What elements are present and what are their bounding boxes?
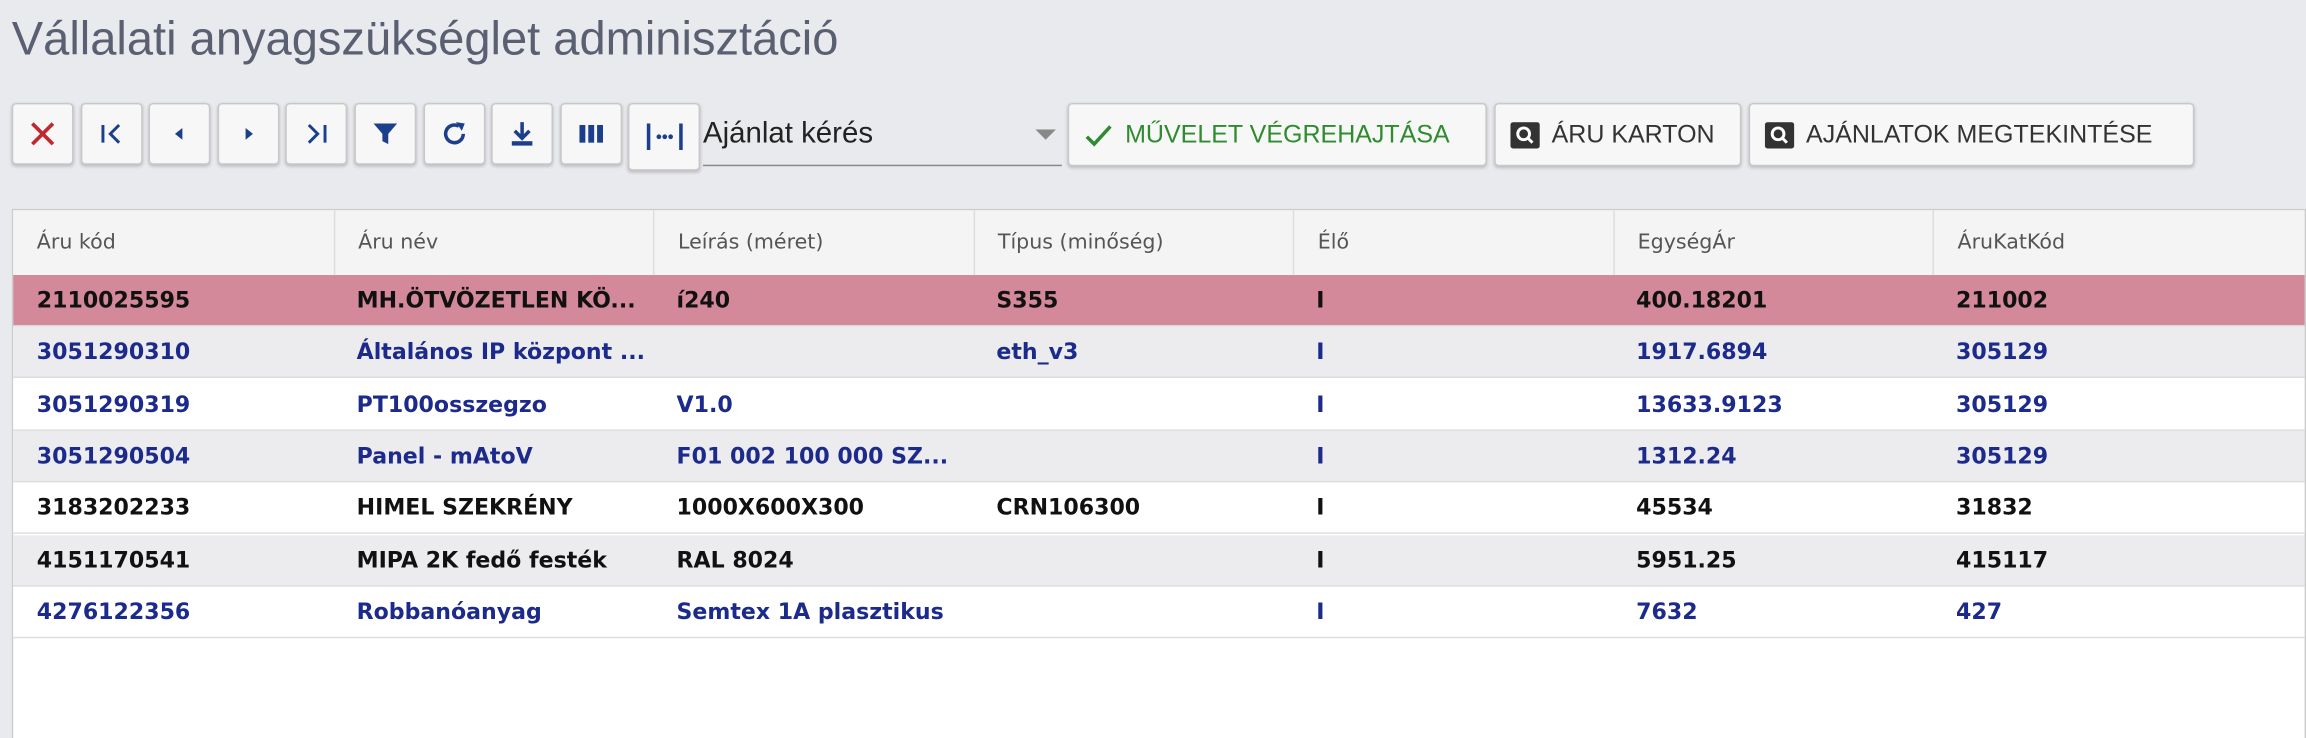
columns-button[interactable] xyxy=(560,102,623,165)
table-cell: 7632 xyxy=(1636,598,1698,625)
table-cell: I xyxy=(1316,494,1325,521)
table-cell: 427 xyxy=(1956,598,2003,625)
next-button[interactable] xyxy=(217,102,280,165)
table-cell: 13633.9123 xyxy=(1636,390,1783,418)
table-row[interactable]: 3051290310 Általános IP központ ... eth_v3… xyxy=(13,326,2305,379)
column-header[interactable]: Élő xyxy=(1292,210,1613,276)
table-cell: 305129 xyxy=(1956,338,2049,366)
table-cell: Általános IP központ ... xyxy=(356,338,645,366)
table-cell: Panel - mAtoV xyxy=(356,442,533,469)
table-cell: I xyxy=(1316,338,1325,366)
cancel-button[interactable] xyxy=(11,102,74,165)
first-button[interactable] xyxy=(80,102,143,165)
table-cell: 3051290319 xyxy=(36,390,191,418)
page-title: Vállalati anyagszükséglet adminisztáció xyxy=(11,11,839,65)
table-cell: V1.0 xyxy=(676,390,733,418)
column-header[interactable]: EgységÁr xyxy=(1612,210,1933,276)
table-cell: 2110025595 xyxy=(36,286,191,314)
column-header[interactable]: Áru kód xyxy=(36,230,116,255)
table-row[interactable]: 4276122356 Robbanóanyag Semtex 1A plasztik… xyxy=(13,586,2305,638)
table-cell: 3183202233 xyxy=(36,494,191,521)
table-cell: I xyxy=(1316,546,1325,573)
column-header[interactable]: Leírás (méret) xyxy=(652,210,973,276)
table-cell: eth_v3 xyxy=(996,338,1079,366)
column-header[interactable]: Típus (minőség) xyxy=(972,210,1293,276)
table-cell: S355 xyxy=(996,286,1059,314)
action-button[interactable]: MŰVELET VÉGREHAJTÁSA xyxy=(1067,102,1487,167)
action-dropdown[interactable]: Ajánlat kérés xyxy=(702,106,1062,167)
table-cell: 45534 xyxy=(1636,494,1713,521)
table-cell: 1312.24 xyxy=(1636,442,1737,469)
table-cell: I xyxy=(1316,286,1325,314)
table-cell: 211002 xyxy=(1956,286,2049,314)
data-table: Áru kód Áru név Leírás (méret) Típus (minős… xyxy=(11,208,2306,738)
table-cell: PT100osszegzo xyxy=(356,390,547,418)
table-cell: MH.ÖTVÖZETLEN KÖ... xyxy=(356,286,636,314)
table-cell: 415117 xyxy=(1956,546,2049,573)
table-cell: RAL 8024 xyxy=(676,546,794,573)
table-cell: Semtex 1A plasztikus xyxy=(676,598,944,625)
table-cell: I xyxy=(1316,442,1325,469)
table-cell: 305129 xyxy=(1956,442,2049,469)
table-cell: HIMEL SZEKRÉNY xyxy=(356,494,573,521)
table-cell: CRN106300 xyxy=(996,494,1141,521)
table-cell: 1917.6894 xyxy=(1636,338,1768,366)
table-row[interactable]: 4151170541 MIPA 2K fedő festék RAL 8024 I 59… xyxy=(13,534,2305,587)
button-icon xyxy=(1510,121,1540,148)
table-row[interactable]: 3051290504 Panel - mAtoV F01 002 100 000 S… xyxy=(13,430,2305,483)
action-button[interactable]: AJÁNLATOK MEGTEKINTÉSE xyxy=(1748,102,2195,167)
table-cell: F01 002 100 000 SZ... xyxy=(676,442,949,469)
filter-button[interactable] xyxy=(354,102,417,165)
table-cell: 305129 xyxy=(1956,390,2049,418)
download-button[interactable] xyxy=(491,102,553,165)
prev-button[interactable] xyxy=(148,102,211,165)
button-label: AJÁNLATOK MEGTEKINTÉSE xyxy=(1806,119,2153,148)
table-cell: Robbanóanyag xyxy=(356,598,542,625)
table-cell: I xyxy=(1316,598,1325,625)
table-cell: 31832 xyxy=(1956,494,2033,521)
table-row[interactable]: 3183202233 HIMEL SZEKRÉNY 1000X600X300 CRN1… xyxy=(13,482,2305,535)
table-cell: 4276122356 xyxy=(36,598,191,625)
dropdown-value: Ajánlat kérés xyxy=(702,117,874,151)
table-cell: 3051290310 xyxy=(36,338,191,366)
table-cell: í240 xyxy=(676,286,731,314)
button-icon xyxy=(1764,121,1795,148)
button-label: MŰVELET VÉGREHAJTÁSA xyxy=(1125,119,1450,148)
column-header[interactable]: ÁruKatKód xyxy=(1932,210,2252,276)
table-cell: I xyxy=(1316,390,1325,418)
dropdown-arrow xyxy=(1035,129,1056,140)
table-row[interactable]: 2110025595 MH.ÖTVÖZETLEN KÖ... í240 S355 I 40… xyxy=(13,275,2305,327)
table-cell: 4151170541 xyxy=(36,546,191,573)
button-icon xyxy=(1085,124,1112,146)
table-header: Áru kód Áru név Leírás (méret) Típus (minős… xyxy=(13,210,2305,277)
last-button[interactable] xyxy=(285,102,348,165)
table-cell: 1000X600X300 xyxy=(676,494,865,521)
table-cell: MIPA 2K fedő festék xyxy=(356,546,607,573)
width-button[interactable] xyxy=(627,102,701,171)
button-label: ÁRU KARTON xyxy=(1551,119,1715,148)
action-button[interactable]: ÁRU KARTON xyxy=(1494,102,1742,167)
column-header[interactable]: Áru név xyxy=(333,210,653,276)
refresh-button[interactable] xyxy=(423,102,486,165)
table-cell: 400.18201 xyxy=(1636,286,1768,314)
table-cell: 3051290504 xyxy=(36,442,191,469)
table-row[interactable]: 3051290319 PT100osszegzo V1.0 I 13633.9123 30… xyxy=(13,378,2305,431)
table-cell: 5951.25 xyxy=(1636,546,1737,573)
